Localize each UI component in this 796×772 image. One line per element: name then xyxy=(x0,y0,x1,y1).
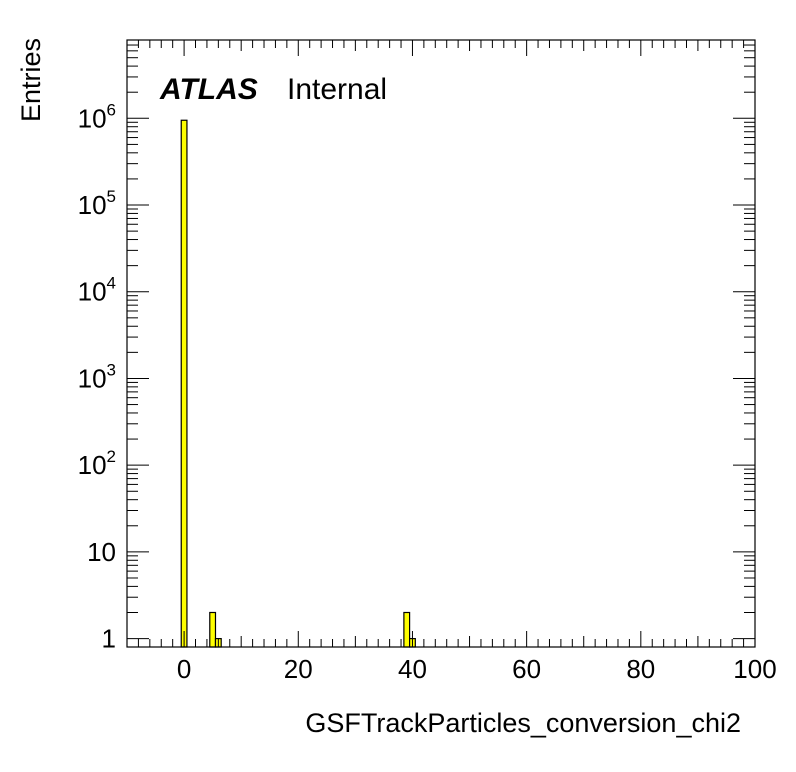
x-tick-label: 40 xyxy=(398,654,427,684)
y-axis-ticks: 1 10 102 103 104 105 106 xyxy=(78,39,755,654)
y-tick-label: 102 xyxy=(78,447,116,480)
y-tick-label: 106 xyxy=(78,100,116,133)
x-tick-label: 20 xyxy=(284,654,313,684)
atlas-label: ATLAS xyxy=(159,73,258,106)
y-tick-label: 105 xyxy=(78,187,116,220)
y-tick-label: 103 xyxy=(78,360,116,393)
internal-label: Internal xyxy=(287,73,387,106)
x-tick-label: 80 xyxy=(626,654,655,684)
histogram-bar xyxy=(403,611,411,648)
x-tick-label: 0 xyxy=(177,654,191,684)
plot-frame xyxy=(126,39,756,648)
histogram-bar xyxy=(209,611,217,648)
plot-border xyxy=(126,39,756,648)
x-tick-label: 100 xyxy=(733,654,776,684)
x-axis-ticks: 0 20 40 60 80 100 xyxy=(126,40,777,684)
x-tick-label: 60 xyxy=(512,654,541,684)
histogram-bars xyxy=(180,119,416,648)
y-tick-label: 1 xyxy=(102,624,116,654)
y-tick-label: 104 xyxy=(78,274,116,307)
histogram-bar xyxy=(180,119,188,648)
y-axis-title: Entries xyxy=(16,38,46,122)
y-tick-label: 10 xyxy=(87,537,116,567)
x-axis-title: GSFTrackParticles_conversion_chi2 xyxy=(305,708,741,738)
